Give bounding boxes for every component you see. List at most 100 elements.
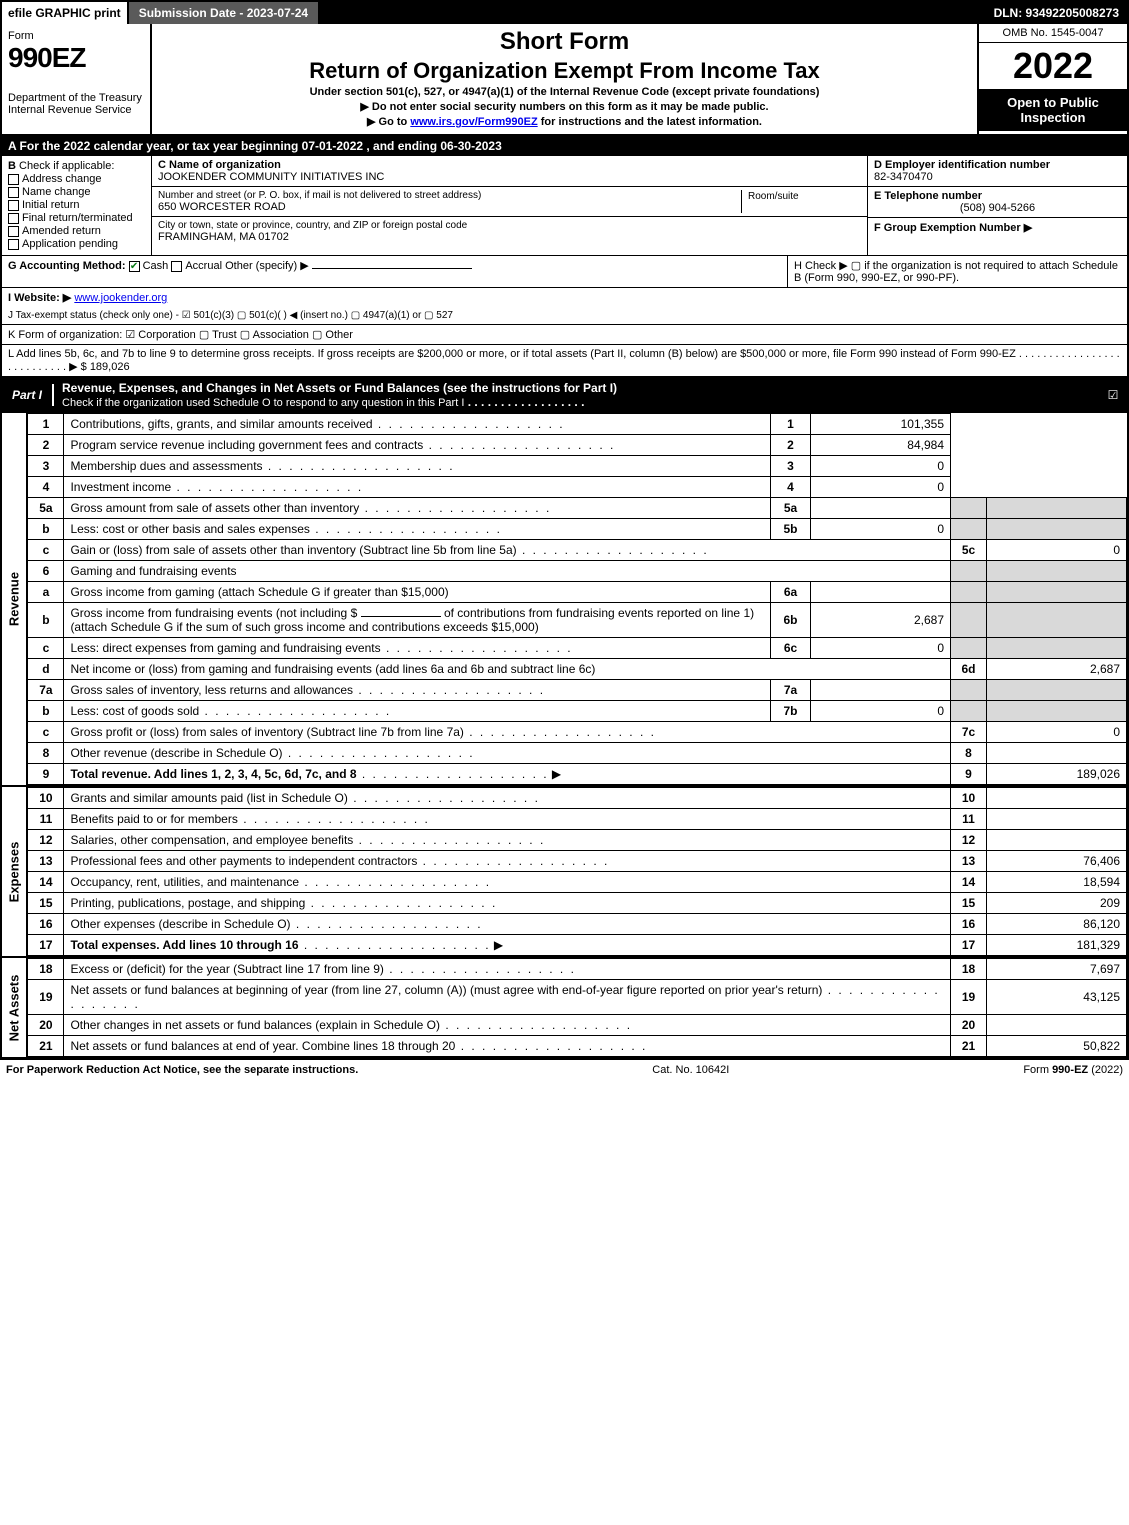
revenue-section: Revenue 1Contributions, gifts, grants, a… <box>2 413 1127 785</box>
b-check-if: Check if applicable: <box>19 160 114 172</box>
table-row: 10Grants and similar amounts paid (list … <box>28 788 1127 809</box>
row-a-tax-year: A For the 2022 calendar year, or tax yea… <box>2 136 1127 156</box>
revenue-table: 1Contributions, gifts, grants, and simil… <box>27 413 1127 785</box>
chk-accrual[interactable] <box>171 261 182 272</box>
website-link[interactable]: www.jookender.org <box>74 292 167 304</box>
amt-16: 86,120 <box>987 914 1127 935</box>
tax-year: 2022 <box>979 43 1127 89</box>
amt-15: 209 <box>987 893 1127 914</box>
b-label: B <box>8 160 16 172</box>
amt-4: 0 <box>811 477 951 498</box>
efile-print-label[interactable]: efile GRAPHIC print <box>2 2 129 24</box>
c-name-label: C Name of organization <box>158 159 857 171</box>
omb-number: OMB No. 1545-0047 <box>979 24 1127 43</box>
form-header: Form 990EZ Department of the Treasury In… <box>2 24 1127 136</box>
goto-post: for instructions and the latest informat… <box>538 116 762 128</box>
chk-initial-return[interactable]: Initial return <box>8 199 145 211</box>
table-row: cGain or (loss) from sale of assets othe… <box>28 540 1127 561</box>
e-label: E Telephone number <box>874 190 982 202</box>
row-k-org-form: K Form of organization: ☑ Corporation ▢ … <box>2 324 1127 345</box>
org-name: JOOKENDER COMMUNITY INITIATIVES INC <box>158 171 861 183</box>
section-c-address: C Name of organization JOOKENDER COMMUNI… <box>152 156 867 255</box>
form-number: 990EZ <box>8 42 144 74</box>
room-suite-label: Room/suite <box>748 191 799 202</box>
street-label: Number and street (or P. O. box, if mail… <box>158 190 741 201</box>
table-row: 3Membership dues and assessments30 <box>28 456 1127 477</box>
chk-name-change[interactable]: Name change <box>8 186 145 198</box>
table-row: 11Benefits paid to or for members11 <box>28 809 1127 830</box>
amt-8 <box>987 743 1127 764</box>
row-l-gross-receipts: L Add lines 5b, 6c, and 7b to line 9 to … <box>2 345 1127 377</box>
part-i-title: Revenue, Expenses, and Changes in Net As… <box>62 381 617 395</box>
amt-17: 181,329 <box>987 935 1127 956</box>
table-row: dNet income or (loss) from gaming and fu… <box>28 659 1127 680</box>
submission-date: Submission Date - 2023-07-24 <box>129 2 320 24</box>
netassets-table: 18Excess or (deficit) for the year (Subt… <box>27 958 1127 1057</box>
amt-19: 43,125 <box>987 980 1127 1015</box>
paperwork-notice: For Paperwork Reduction Act Notice, see … <box>6 1064 358 1076</box>
netassets-side-label: Net Assets <box>2 958 27 1057</box>
chk-application-pending[interactable]: Application pending <box>8 238 145 250</box>
table-row: 2Program service revenue including gover… <box>28 435 1127 456</box>
form-year-block: OMB No. 1545-0047 2022 Open to Public In… <box>977 24 1127 134</box>
table-row: 5aGross amount from sale of assets other… <box>28 498 1127 519</box>
chk-address-change[interactable]: Address change <box>8 173 145 185</box>
amt-6d: 2,687 <box>987 659 1127 680</box>
table-row: cGross profit or (loss) from sales of in… <box>28 722 1127 743</box>
expenses-side-label: Expenses <box>2 787 27 956</box>
gross-receipts-amount: ▶ $ 189,026 <box>69 361 129 373</box>
under-section-text: Under section 501(c), 527, or 4947(a)(1)… <box>160 86 969 98</box>
form-title-block: Short Form Return of Organization Exempt… <box>152 24 977 134</box>
table-row: 17Total expenses. Add lines 10 through 1… <box>28 935 1127 956</box>
table-row: 8Other revenue (describe in Schedule O)8 <box>28 743 1127 764</box>
netassets-section: Net Assets 18Excess or (deficit) for the… <box>2 956 1127 1057</box>
amt-14: 18,594 <box>987 872 1127 893</box>
city-value: FRAMINGHAM, MA 01702 <box>158 231 861 243</box>
part-i-check[interactable]: ☑ <box>1099 388 1127 402</box>
amt-1: 101,355 <box>811 414 951 435</box>
irs-link[interactable]: www.irs.gov/Form990EZ <box>410 116 537 128</box>
expenses-section: Expenses 10Grants and similar amounts pa… <box>2 785 1127 956</box>
part-i-subtitle: Check if the organization used Schedule … <box>62 397 464 409</box>
amt-13: 76,406 <box>987 851 1127 872</box>
form-ref: Form 990-EZ (2022) <box>1023 1064 1123 1076</box>
table-row: aGross income from gaming (attach Schedu… <box>28 582 1127 603</box>
table-row: 7aGross sales of inventory, less returns… <box>28 680 1127 701</box>
irs-label: Internal Revenue Service <box>8 104 144 116</box>
table-row: 14Occupancy, rent, utilities, and mainte… <box>28 872 1127 893</box>
chk-amended-return[interactable]: Amended return <box>8 225 145 237</box>
expenses-table: 10Grants and similar amounts paid (list … <box>27 787 1127 956</box>
open-to-public: Open to Public Inspection <box>979 89 1127 131</box>
chk-cash[interactable] <box>129 261 140 272</box>
d-label: D Employer identification number <box>874 159 1050 171</box>
row-h-schedule-b: H Check ▶ ▢ if the organization is not r… <box>787 256 1127 287</box>
chk-final-return[interactable]: Final return/terminated <box>8 212 145 224</box>
table-row: 15Printing, publications, postage, and s… <box>28 893 1127 914</box>
amt-7c: 0 <box>987 722 1127 743</box>
revenue-side-label: Revenue <box>2 413 27 785</box>
section-b-checks: B Check if applicable: Address change Na… <box>2 156 152 255</box>
form-word: Form <box>8 30 144 42</box>
row-i-website: I Website: ▶ www.jookender.org <box>2 288 1127 307</box>
amt-5c: 0 <box>987 540 1127 561</box>
table-row: 13Professional fees and other payments t… <box>28 851 1127 872</box>
table-row: bLess: cost of goods sold7b0 <box>28 701 1127 722</box>
table-row: 16Other expenses (describe in Schedule O… <box>28 914 1127 935</box>
amt-2: 84,984 <box>811 435 951 456</box>
table-row: 1Contributions, gifts, grants, and simil… <box>28 414 1127 435</box>
cat-no: Cat. No. 10642I <box>652 1064 729 1076</box>
return-title: Return of Organization Exempt From Incom… <box>160 58 969 84</box>
table-row: 21Net assets or fund balances at end of … <box>28 1036 1127 1057</box>
identity-block: B Check if applicable: Address change Na… <box>2 156 1127 256</box>
form-id-block: Form 990EZ Department of the Treasury In… <box>2 24 152 134</box>
table-row: 12Salaries, other compensation, and empl… <box>28 830 1127 851</box>
row-j-tax-exempt: J Tax-exempt status (check only one) - ☑… <box>2 307 1127 324</box>
f-label: F Group Exemption Number ▶ <box>874 222 1032 234</box>
dln-number: DLN: 93492205008273 <box>986 2 1127 24</box>
ein-value: 82-3470470 <box>874 171 933 183</box>
goto-pre: ▶ Go to <box>367 116 410 128</box>
table-row: bGross income from fundraising events (n… <box>28 603 1127 638</box>
page-footer: For Paperwork Reduction Act Notice, see … <box>0 1059 1129 1080</box>
city-label: City or town, state or province, country… <box>158 220 861 231</box>
form-990ez-page: efile GRAPHIC print Submission Date - 20… <box>0 0 1129 1059</box>
